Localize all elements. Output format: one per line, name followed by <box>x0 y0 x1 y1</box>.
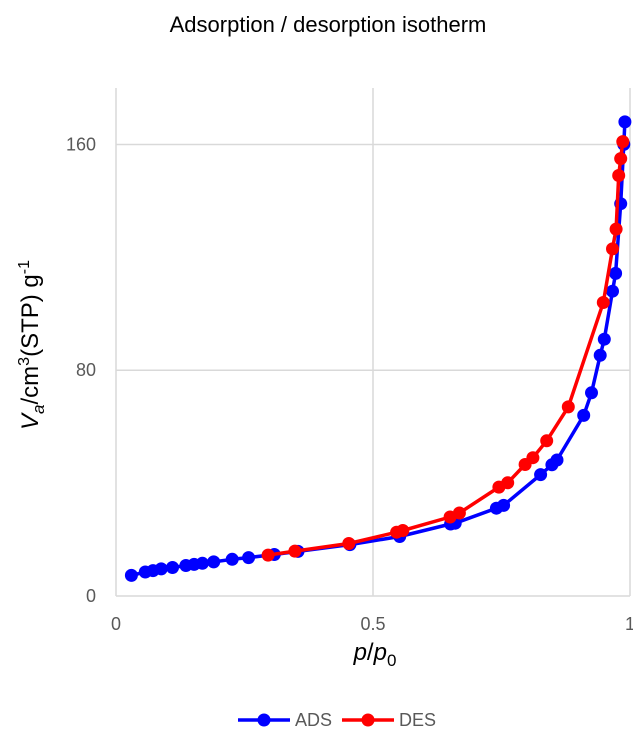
y-tick-label: 160 <box>66 134 96 154</box>
series-ads-point <box>154 562 168 576</box>
x-axis-title: p/p0 <box>353 639 397 670</box>
series-layer <box>124 115 632 582</box>
legend-des-label: DES <box>399 710 436 730</box>
series-ads-point <box>618 115 632 129</box>
x-tick-label: 0 <box>111 614 121 634</box>
x-tick-label: 1 <box>625 614 633 634</box>
series-des-point <box>342 537 356 550</box>
series-des-point <box>609 222 623 236</box>
y-axis-title-var: V <box>17 412 44 430</box>
legend-ads-marker <box>257 713 271 727</box>
series-ads-point <box>577 408 591 422</box>
y-tick-label: 80 <box>76 360 96 380</box>
series-des-point <box>526 451 540 465</box>
legend: ADS DES <box>238 710 436 730</box>
x-axis-title-sub: 0 <box>387 651 396 670</box>
series-des-line <box>266 139 625 557</box>
series-ads-point <box>585 386 598 400</box>
grid-lines <box>115 88 631 597</box>
y-axis-title-sup1: 3 <box>16 357 33 366</box>
series-des <box>261 135 630 562</box>
series-ads-point <box>609 266 623 280</box>
series-ads-point <box>207 555 221 569</box>
series-des-point <box>612 169 626 182</box>
y-tick-label: 0 <box>86 586 96 606</box>
series-ads-point <box>606 284 619 298</box>
series-ads-line <box>129 120 627 578</box>
series-des-point <box>288 544 302 558</box>
series-ads-point <box>225 552 239 566</box>
series-ads-point <box>166 561 179 574</box>
series-ads-point <box>593 348 607 362</box>
tick-labels: 0 0.5 1 0 80 160 <box>66 134 633 634</box>
series-des-point <box>561 400 575 414</box>
series-ads-point <box>195 556 209 570</box>
series-ads-point <box>124 568 138 582</box>
x-axis-title-main: p <box>353 639 367 666</box>
series-ads-point <box>534 468 548 482</box>
series-des-point <box>501 476 515 490</box>
series-ads-point <box>242 551 256 565</box>
legend-ads-label: ADS <box>295 710 332 730</box>
series-des-point <box>396 524 410 537</box>
series-ads-point <box>497 498 511 512</box>
chart-title: Adsorption / desorption isotherm <box>170 12 487 37</box>
y-axis-title: Va/cm3(STP) g-1 <box>16 260 48 430</box>
series-des-point <box>261 548 275 562</box>
series-des-point <box>596 296 610 309</box>
legend-des-marker <box>361 713 375 727</box>
y-axis-title-rest2: (STP) g <box>17 274 44 357</box>
x-axis-title-sep: / <box>367 639 374 666</box>
series-des-point <box>614 152 628 166</box>
series-ads <box>124 115 632 582</box>
legend-item-ads: ADS <box>238 710 332 730</box>
x-axis-title-base: p <box>373 639 387 666</box>
legend-item-des: DES <box>342 710 436 730</box>
series-ads-point <box>597 332 611 346</box>
series-ads-point <box>550 453 564 467</box>
series-des-point <box>616 135 630 149</box>
series-des-point <box>606 242 619 256</box>
x-tick-label: 0.5 <box>360 614 385 634</box>
y-axis-title-sup2: -1 <box>16 260 33 274</box>
series-des-point <box>452 506 466 520</box>
y-axis-title-var-sub: a <box>29 405 48 414</box>
y-axis-title-rest1: /cm <box>17 366 44 405</box>
series-des-point <box>540 434 554 448</box>
